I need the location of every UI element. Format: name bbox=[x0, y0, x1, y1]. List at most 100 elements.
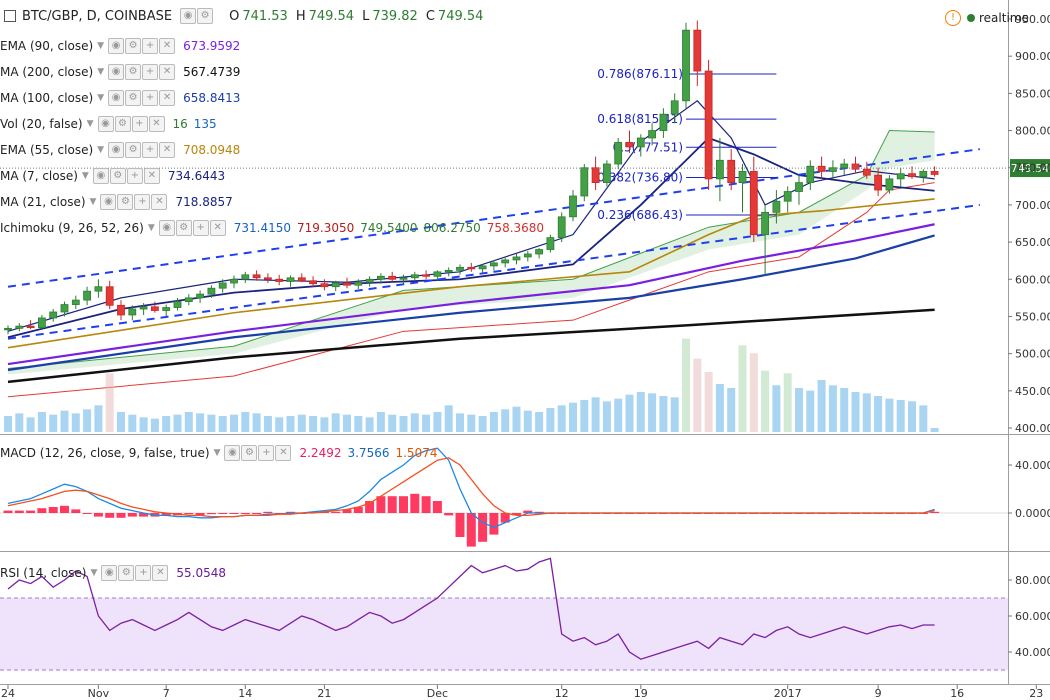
visibility-icon[interactable]: ◉ bbox=[108, 38, 125, 54]
indicator-name[interactable]: MA (100, close) bbox=[0, 91, 94, 105]
settings-icon[interactable]: ⚙ bbox=[118, 565, 135, 581]
settings-icon[interactable]: ⚙ bbox=[241, 445, 258, 461]
indicator-name[interactable]: MA (200, close) bbox=[0, 65, 94, 79]
visibility-icon[interactable]: ◉ bbox=[108, 142, 125, 158]
close-icon[interactable]: ✕ bbox=[159, 142, 176, 158]
settings-icon[interactable]: ⚙ bbox=[109, 168, 126, 184]
macd-hist-value: 1.5074 bbox=[395, 446, 438, 460]
chevron-down-icon[interactable]: ▼ bbox=[213, 448, 221, 458]
candle-body bbox=[512, 256, 521, 261]
chevron-down-icon[interactable]: ▼ bbox=[86, 119, 94, 129]
settings-icon[interactable]: ⚙ bbox=[125, 142, 142, 158]
indicator-row[interactable]: MA (200, close) ▼ ◉ ⚙ + ✕ 567.4739 bbox=[0, 62, 246, 82]
settings-icon[interactable]: ⚙ bbox=[125, 64, 142, 80]
indicator-name[interactable]: MA (21, close) bbox=[0, 195, 86, 209]
chevron-down-icon[interactable]: ▼ bbox=[97, 93, 105, 103]
volume-bar bbox=[749, 353, 758, 432]
rsi-label[interactable]: RSI (14, close) bbox=[0, 566, 87, 580]
indicator-name[interactable]: EMA (55, close) bbox=[0, 143, 94, 157]
indicator-name[interactable]: Ichimoku (9, 26, 52, 26) bbox=[0, 221, 144, 235]
visibility-icon[interactable]: ◉ bbox=[108, 90, 125, 106]
indicator-row[interactable]: EMA (55, close) ▼ ◉ ⚙ + ✕ 708.0948 bbox=[0, 140, 246, 160]
rsi-legend[interactable]: RSI (14, close) ▼ ◉ ⚙ + ✕ 55.0548 bbox=[0, 563, 232, 583]
indicator-row[interactable]: MA (100, close) ▼ ◉ ⚙ + ✕ 658.8413 bbox=[0, 88, 246, 108]
close-icon[interactable]: ✕ bbox=[209, 220, 226, 236]
visibility-icon[interactable]: ◉ bbox=[108, 64, 125, 80]
add-icon[interactable]: + bbox=[192, 220, 209, 236]
collapse-icon[interactable] bbox=[4, 10, 16, 22]
visibility-icon[interactable]: ◉ bbox=[224, 445, 241, 461]
macd-legend[interactable]: MACD (12, 26, close, 9, false, true) ▼ ◉… bbox=[0, 443, 443, 463]
add-icon[interactable]: + bbox=[126, 168, 143, 184]
chevron-down-icon[interactable]: ▼ bbox=[97, 67, 105, 77]
settings-icon[interactable]: ⚙ bbox=[117, 194, 134, 210]
indicator-name[interactable]: Vol (20, false) bbox=[0, 117, 83, 131]
indicator-row[interactable]: Vol (20, false) ▼ ◉ ⚙ + ✕ 16 135 bbox=[0, 114, 223, 134]
close-icon[interactable]: ✕ bbox=[159, 38, 176, 54]
price-tick-label: 850.0000 bbox=[1015, 87, 1050, 100]
chevron-down-icon[interactable]: ▼ bbox=[89, 197, 97, 207]
add-icon[interactable]: + bbox=[135, 565, 152, 581]
warning-icon[interactable]: ! bbox=[945, 10, 961, 26]
settings-icon[interactable]: ⚙ bbox=[197, 8, 214, 24]
add-icon[interactable]: + bbox=[134, 194, 151, 210]
add-icon[interactable]: + bbox=[142, 142, 159, 158]
candle-body bbox=[105, 286, 114, 306]
rsi-line bbox=[7, 557, 935, 660]
close-icon[interactable]: ✕ bbox=[159, 64, 176, 80]
macd-histogram-bar bbox=[218, 513, 228, 514]
macd-label[interactable]: MACD (12, 26, close, 9, false, true) bbox=[0, 446, 210, 460]
visibility-icon[interactable]: ◉ bbox=[180, 8, 197, 24]
volume-bar bbox=[840, 388, 849, 432]
low-value: 739.82 bbox=[372, 8, 418, 24]
add-icon[interactable]: + bbox=[142, 90, 159, 106]
volume-bar bbox=[885, 398, 894, 432]
add-icon[interactable]: + bbox=[258, 445, 275, 461]
add-icon[interactable]: + bbox=[142, 38, 159, 54]
candle-body bbox=[535, 249, 543, 255]
candle-body bbox=[930, 171, 939, 175]
close-icon[interactable]: ✕ bbox=[143, 168, 160, 184]
visibility-icon[interactable]: ◉ bbox=[158, 220, 175, 236]
settings-icon[interactable]: ⚙ bbox=[175, 220, 192, 236]
add-icon[interactable]: + bbox=[142, 64, 159, 80]
close-icon[interactable]: ✕ bbox=[148, 116, 165, 132]
chevron-down-icon[interactable]: ▼ bbox=[97, 145, 105, 155]
chevron-down-icon[interactable]: ▼ bbox=[97, 41, 105, 51]
price-tick-label: 450.0000 bbox=[1015, 385, 1050, 398]
open-value: 741.53 bbox=[242, 8, 288, 24]
chevron-down-icon[interactable]: ▼ bbox=[147, 223, 155, 233]
close-icon[interactable]: ✕ bbox=[159, 90, 176, 106]
time-tick-label: 9 bbox=[875, 687, 882, 700]
macd-histogram-bar bbox=[466, 513, 476, 547]
visibility-icon[interactable]: ◉ bbox=[101, 565, 118, 581]
symbol-title[interactable]: BTC/GBP, D, COINBASE bbox=[22, 8, 173, 24]
close-icon[interactable]: ✕ bbox=[151, 194, 168, 210]
indicator-row[interactable]: EMA (90, close) ▼ ◉ ⚙ + ✕ 673.9592 bbox=[0, 36, 246, 56]
indicator-name[interactable]: MA (7, close) bbox=[0, 169, 78, 183]
candle-body bbox=[591, 167, 600, 184]
chevron-down-icon[interactable]: ▼ bbox=[81, 171, 89, 181]
indicator-row[interactable]: MA (21, close) ▼ ◉ ⚙ + ✕ 718.8857 bbox=[0, 192, 239, 212]
volume-bar bbox=[478, 416, 487, 432]
settings-icon[interactable]: ⚙ bbox=[125, 38, 142, 54]
visibility-icon[interactable]: ◉ bbox=[97, 116, 114, 132]
visibility-icon[interactable]: ◉ bbox=[92, 168, 109, 184]
add-icon[interactable]: + bbox=[131, 116, 148, 132]
visibility-icon[interactable]: ◉ bbox=[100, 194, 117, 210]
close-icon[interactable]: ✕ bbox=[152, 565, 169, 581]
trendline bbox=[7, 148, 980, 288]
rsi-tick-label: 60.0000 bbox=[1015, 610, 1050, 623]
indicator-row[interactable]: MA (7, close) ▼ ◉ ⚙ + ✕ 734.6443 bbox=[0, 166, 231, 186]
chevron-down-icon[interactable]: ▼ bbox=[90, 568, 98, 578]
indicator-value: 719.3050 bbox=[297, 221, 355, 235]
realtime-indicator[interactable]: ! realtime bbox=[945, 10, 1029, 26]
settings-icon[interactable]: ⚙ bbox=[125, 90, 142, 106]
indicator-value: 734.6443 bbox=[167, 169, 226, 183]
close-icon[interactable]: ✕ bbox=[275, 445, 292, 461]
candle-body bbox=[320, 283, 329, 288]
candle-body bbox=[230, 278, 238, 284]
indicator-name[interactable]: EMA (90, close) bbox=[0, 39, 94, 53]
settings-icon[interactable]: ⚙ bbox=[114, 116, 131, 132]
indicator-row[interactable]: Ichimoku (9, 26, 52, 26) ▼ ◉ ⚙ + ✕ 731.4150 719… bbox=[0, 218, 550, 238]
